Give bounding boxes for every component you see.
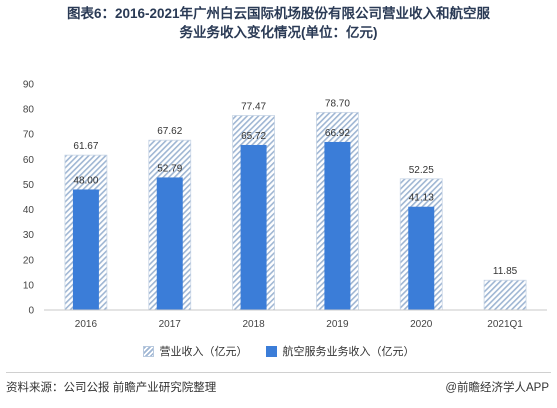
legend-item-revenue: 营业收入（亿元） (142, 343, 248, 359)
value-label-aviation: 48.00 (73, 175, 98, 186)
source-note: 资料来源：公司公报 前瞻产业研究院整理 (6, 382, 217, 394)
bars: 61.67 48.00 67.62 52.79 77.47 65.72 78.70 66.92… (64, 98, 527, 311)
x-category-label: 2019 (326, 319, 349, 330)
x-axis: 2016 2017 2018 2019 2020 2021Q1 (44, 309, 547, 330)
bar-chart: 0 10 20 30 40 50 60 70 80 90 61.67 48.00 67.62 52.79… (23, 80, 547, 330)
x-category-label: 2017 (159, 319, 182, 330)
legend-swatch-aviation (265, 345, 277, 357)
legend-item-aviation: 航空服务业务收入（亿元） (265, 343, 415, 359)
bar-revenue (483, 279, 527, 311)
legend-swatch-revenue (142, 345, 154, 357)
chart-title-line-2: 务业务收入变化情况(单位：亿元) (179, 25, 378, 40)
x-category-label: 2020 (410, 319, 433, 330)
value-label-aviation: 52.79 (157, 163, 182, 174)
x-category-label: 2018 (242, 319, 265, 330)
y-tick-label: 10 (23, 280, 35, 291)
y-tick-label: 20 (23, 255, 35, 266)
y-tick-label: 90 (23, 80, 35, 91)
x-category-label: 2016 (75, 319, 98, 330)
legend-label-revenue: 营业收入（亿元） (159, 346, 248, 358)
value-label-aviation: 41.13 (409, 193, 434, 204)
footer-divider (6, 372, 551, 373)
y-tick-label: 70 (23, 130, 35, 141)
brand-credit: @前瞻经济学人APP (445, 382, 549, 394)
bar-aviation (72, 189, 99, 310)
value-label-revenue: 67.62 (157, 126, 182, 137)
chart-title: 图表6：2016-2021年广州白云国际机场股份有限公司营业收入和航空服 务业务… (0, 4, 557, 42)
y-tick-label: 30 (23, 230, 35, 241)
bar-aviation (240, 144, 267, 310)
value-label-revenue: 11.85 (493, 266, 518, 277)
bar-aviation (408, 206, 435, 310)
y-tick-label: 60 (23, 155, 35, 166)
value-label-revenue: 61.67 (73, 141, 98, 152)
value-label-revenue: 78.70 (325, 98, 350, 109)
value-label-revenue: 77.47 (241, 101, 266, 112)
chart-title-line-1: 图表6：2016-2021年广州白云国际机场股份有限公司营业收入和航空服 (66, 6, 491, 21)
y-tick-label: 40 (23, 205, 35, 216)
value-label-aviation: 65.72 (241, 131, 266, 142)
legend: 营业收入（亿元） 航空服务业务收入（亿元） (0, 342, 557, 360)
y-tick-label: 50 (23, 180, 35, 191)
y-axis: 0 10 20 30 40 50 60 70 80 90 (23, 80, 35, 317)
value-label-aviation: 66.92 (325, 128, 350, 139)
value-label-revenue: 52.25 (409, 165, 434, 176)
y-tick-label: 0 (28, 306, 34, 317)
legend-label-aviation: 航空服务业务收入（亿元） (282, 346, 415, 358)
bar-aviation (324, 141, 351, 310)
y-tick-label: 80 (23, 105, 35, 116)
bar-aviation (156, 177, 183, 310)
x-category-label: 2021Q1 (487, 319, 523, 330)
